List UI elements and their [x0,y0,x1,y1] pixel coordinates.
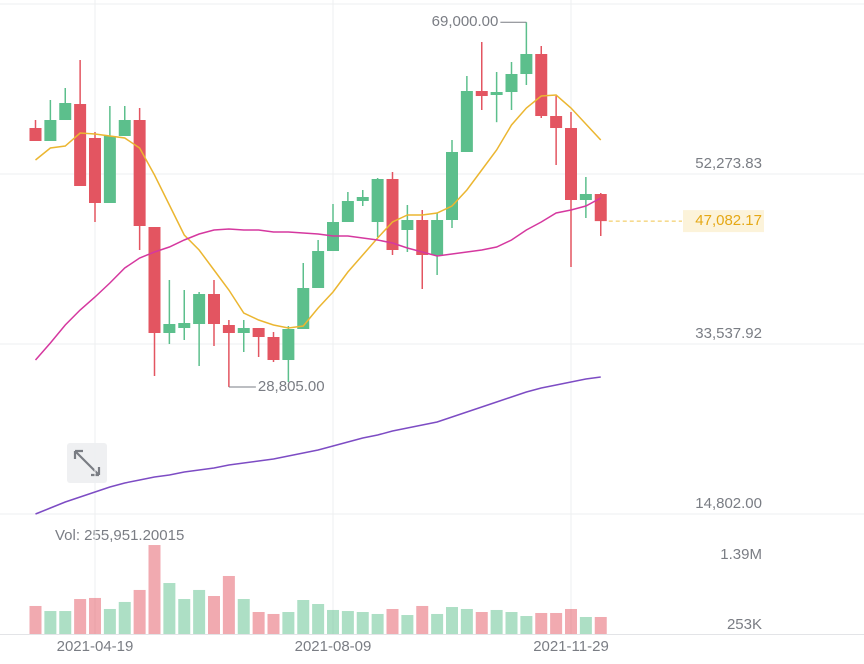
volume-bar [208,596,220,634]
volume-bar [550,612,563,634]
volume-label: Vol: 255,951.20015 [55,527,184,544]
candle-body [312,251,325,288]
candle-body [401,220,414,231]
candle-body [565,128,577,201]
candle-body [222,324,235,334]
candle-body [89,137,101,203]
candle-body [237,328,250,334]
volume-bar [579,616,592,634]
volume-bar [356,612,369,634]
candle-body [535,54,548,117]
volume-bar [475,612,488,634]
candle-body [416,220,429,255]
candle-body [282,329,295,361]
volume-bar [267,613,280,634]
candle-body [594,194,607,222]
candle-body [431,220,444,255]
expand-icon[interactable] [73,449,101,477]
volume-bar [505,612,518,634]
x-tick-label: 2021-11-29 [533,638,609,655]
candle-body [550,116,563,129]
volume-bar [594,616,607,634]
candle-body [490,92,503,96]
volume-bar [118,601,131,634]
candle-body [356,196,369,202]
candle-body [59,103,72,121]
candle-body [460,91,473,152]
volume-tick-label: 1.39M [720,546,762,563]
volume-bar [431,613,444,634]
candle-body [446,151,458,221]
volume-bar [327,609,339,634]
candle-body [208,294,220,325]
candle-body [193,294,206,325]
candle-body [341,201,354,223]
volume-bar [416,605,429,634]
candle-body [579,194,592,201]
candle-body [103,135,116,203]
y-tick-label: 52,273.83 [695,155,762,172]
low-label: 28,805.00 [258,378,325,395]
candle-body [44,120,57,141]
volume-bar [371,613,384,634]
candle-body [29,128,42,141]
candle-body [74,104,87,187]
volume-bar [401,615,414,634]
candle-body [505,74,518,93]
volume-tick-label: 253K [727,616,762,633]
candle-body [297,287,310,330]
volume-bar [520,616,533,634]
ma-line [34,197,602,361]
volume-bar [252,612,265,634]
candle-body [148,227,161,334]
volume-bar [312,604,325,634]
volume-bar [282,612,295,634]
volume-bar [297,600,310,634]
x-tick-label: 2021-08-09 [295,638,372,655]
ma-line [35,94,602,329]
y-tick-label: 33,537.92 [695,325,762,342]
volume-bar [163,583,176,634]
y-tick-label: 71,009.75 [695,0,762,2]
volume-bar [89,597,101,634]
volume-bar [565,608,577,634]
volume-bar [386,608,399,634]
y-tick-label: 14,802.00 [695,495,762,512]
volume-bar [29,605,42,634]
volume-bar [446,607,458,634]
volume-bar [460,608,473,634]
candle-body [118,120,131,136]
volume-bar [103,608,116,634]
volume-bar [44,611,57,634]
candle-body [267,337,280,361]
candle-body [520,54,533,75]
volume-bar [178,599,191,634]
volume-bar [59,611,72,634]
expand-button[interactable] [67,443,107,483]
volume-bar [237,599,250,634]
candle-body [252,328,265,338]
volume-bar [490,609,503,634]
candle-body [475,91,488,97]
candle-body [386,178,399,251]
last-price-bg [683,210,764,233]
volume-bar [535,612,548,634]
candle-body [133,120,146,226]
volume-bar [193,589,206,634]
last-price-label: 47,082.17 [695,212,762,229]
volume-bar [148,545,161,634]
candle-body [163,324,176,334]
candle-body [178,323,191,329]
high-label: 69,000.00 [432,13,499,30]
volume-bar [341,611,354,634]
volume-bar [133,589,146,634]
ma-line [35,376,601,515]
volume-bar [74,599,87,634]
volume-bar [222,575,235,634]
x-tick-label: 2021-04-19 [57,638,134,655]
candle-body [371,178,384,223]
